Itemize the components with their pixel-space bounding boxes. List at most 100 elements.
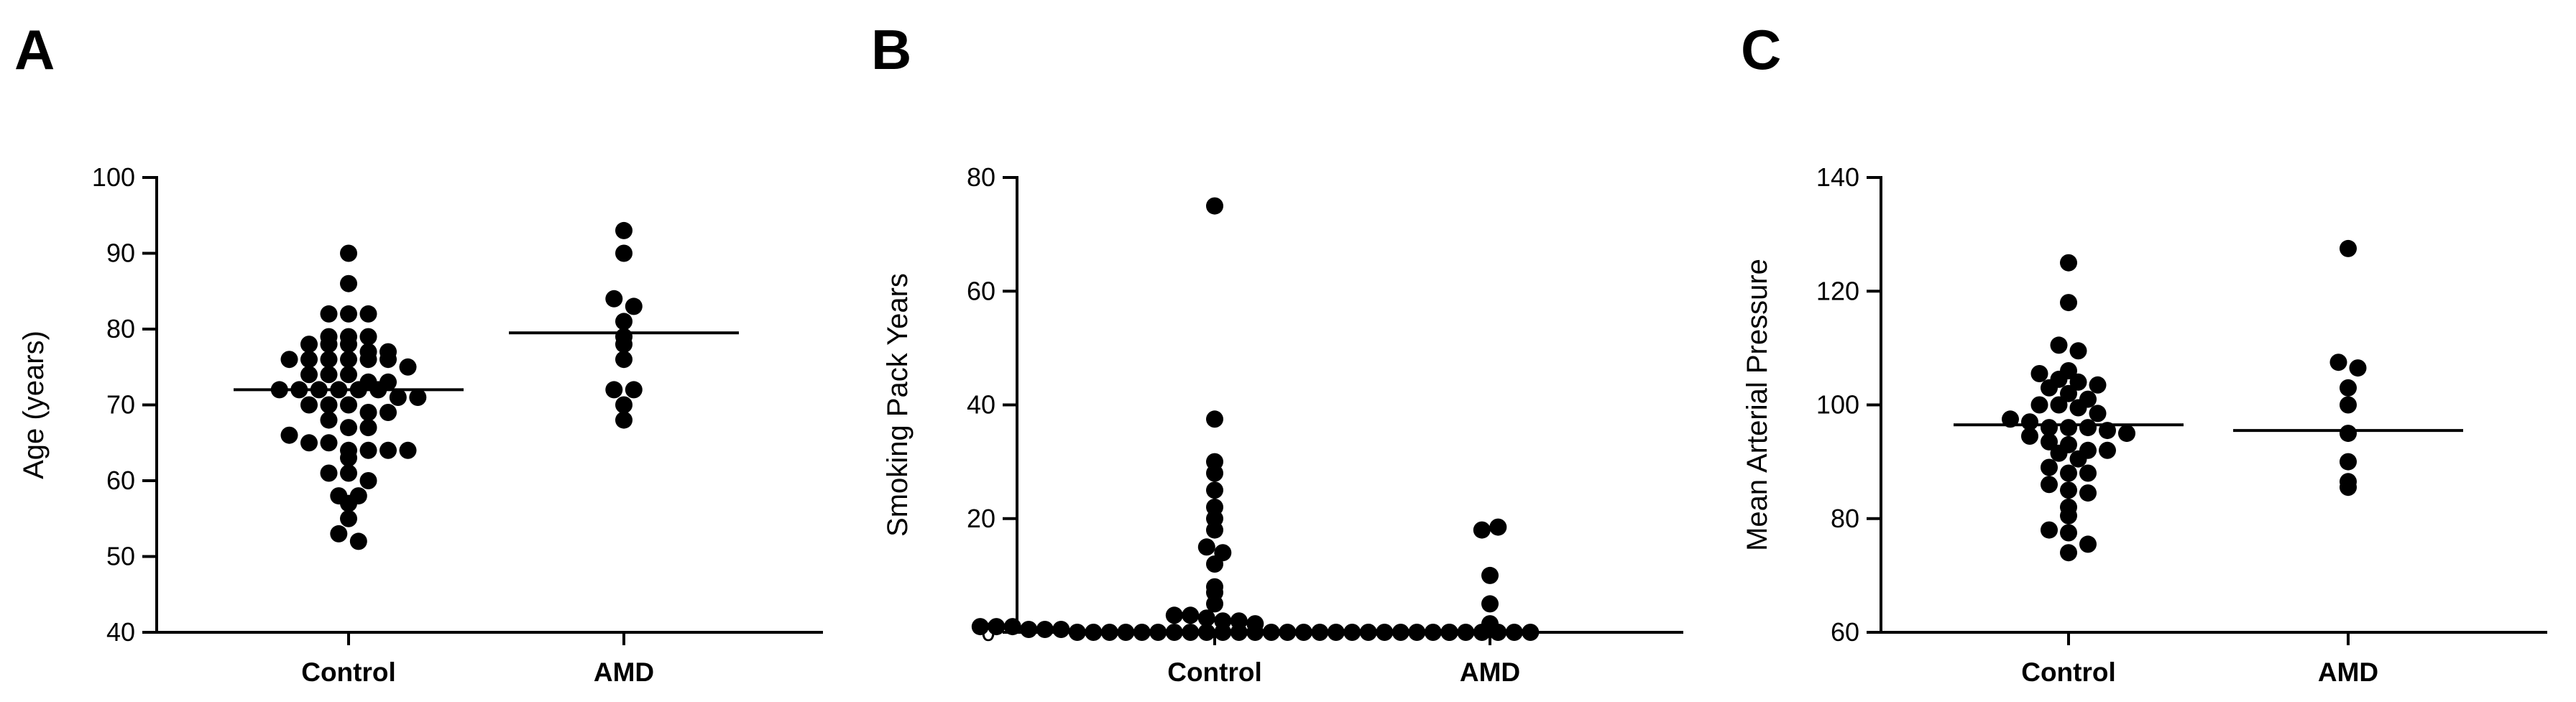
data-point bbox=[1440, 624, 1458, 641]
data-point bbox=[320, 464, 338, 482]
data-point bbox=[1068, 624, 1086, 641]
x-category-label: Control bbox=[2021, 657, 2116, 687]
data-point bbox=[2079, 464, 2097, 482]
data-point bbox=[359, 419, 377, 437]
data-point bbox=[2041, 419, 2058, 437]
data-point bbox=[359, 472, 377, 489]
data-point bbox=[1206, 464, 1223, 482]
data-point bbox=[349, 532, 367, 550]
data-point bbox=[2060, 464, 2077, 482]
y-axis-title: Mean Arterial Pressure bbox=[1742, 259, 1773, 551]
data-point bbox=[1408, 624, 1426, 641]
data-point bbox=[615, 336, 632, 354]
data-point bbox=[300, 434, 318, 452]
data-point bbox=[1473, 521, 1491, 539]
data-point bbox=[320, 411, 338, 429]
data-point bbox=[1206, 410, 1223, 428]
data-point bbox=[2050, 396, 2068, 414]
data-point bbox=[320, 396, 338, 414]
data-point bbox=[340, 305, 357, 323]
data-point bbox=[1206, 521, 1223, 539]
panel-letter: A bbox=[14, 18, 55, 81]
data-point bbox=[2050, 444, 2068, 462]
data-point bbox=[1392, 624, 1409, 641]
data-point bbox=[340, 509, 357, 527]
panel-letter: C bbox=[1741, 18, 1782, 81]
data-point bbox=[2060, 544, 2077, 562]
y-tick-label: 100 bbox=[92, 162, 135, 192]
x-category-label: AMD bbox=[1460, 657, 1520, 687]
data-point bbox=[1165, 606, 1183, 624]
data-point bbox=[2069, 373, 2087, 391]
data-point bbox=[2060, 524, 2077, 542]
data-point bbox=[2041, 458, 2058, 476]
data-point bbox=[615, 411, 632, 429]
data-point bbox=[330, 525, 348, 542]
data-point bbox=[340, 494, 357, 512]
data-point bbox=[2041, 433, 2058, 451]
data-point bbox=[2340, 379, 2357, 397]
data-point bbox=[300, 366, 318, 384]
chart-age: 40 50 60 70 80 90 100 Control AMD Age (years) bbox=[18, 162, 823, 687]
data-point bbox=[1359, 624, 1377, 641]
y-tick-label: 20 bbox=[967, 504, 995, 533]
y-tick-label: 100 bbox=[1816, 390, 1859, 420]
data-point bbox=[280, 351, 298, 369]
data-point bbox=[409, 389, 427, 406]
data-point bbox=[1197, 624, 1215, 641]
y-axis-title: Age (years) bbox=[18, 331, 50, 479]
data-point bbox=[2099, 441, 2116, 459]
y-tick-label: 60 bbox=[1831, 617, 1859, 647]
y-tick-label: 120 bbox=[1816, 276, 1859, 305]
data-point bbox=[300, 336, 318, 354]
panel-a: A 40 50 60 70 80 90 100 Control AMD Age (years) bbox=[0, 0, 848, 702]
y-tick-label: 80 bbox=[1831, 504, 1859, 533]
data-point bbox=[971, 618, 989, 636]
data-point bbox=[359, 351, 377, 369]
data-point bbox=[2340, 425, 2357, 443]
data-point bbox=[2060, 419, 2077, 437]
data-point bbox=[399, 441, 417, 459]
data-point bbox=[1481, 595, 1499, 613]
data-point bbox=[605, 381, 623, 399]
data-point bbox=[2050, 336, 2068, 354]
data-point bbox=[1206, 595, 1223, 613]
data-point bbox=[1003, 618, 1021, 636]
data-point bbox=[615, 244, 632, 262]
data-point bbox=[1149, 624, 1167, 641]
data-point bbox=[2089, 405, 2107, 422]
data-point bbox=[2340, 479, 2357, 497]
data-point bbox=[2041, 476, 2058, 494]
data-point bbox=[1279, 624, 1297, 641]
y-tick-label: 140 bbox=[1816, 162, 1859, 192]
data-point bbox=[340, 419, 357, 437]
data-point bbox=[359, 328, 377, 346]
data-point bbox=[2079, 419, 2097, 437]
y-tick-label: 60 bbox=[967, 276, 995, 305]
data-point bbox=[1206, 197, 1223, 215]
data-point bbox=[1197, 609, 1215, 627]
data-point bbox=[1020, 621, 1038, 638]
data-point bbox=[615, 351, 632, 369]
panel-b: B 0 20 40 60 80 Control AMD Smoking Pack Years bbox=[855, 0, 1703, 702]
data-point bbox=[1473, 624, 1491, 641]
data-point bbox=[320, 366, 338, 384]
data-point bbox=[380, 351, 397, 369]
data-point bbox=[340, 366, 357, 384]
data-point bbox=[340, 351, 357, 369]
data-point bbox=[2118, 425, 2135, 443]
data-point bbox=[1343, 624, 1361, 641]
y-tick-label: 50 bbox=[106, 542, 135, 571]
data-point bbox=[1489, 624, 1507, 641]
data-point bbox=[1262, 624, 1280, 641]
data-point bbox=[320, 305, 338, 323]
data-point bbox=[1327, 624, 1345, 641]
data-point bbox=[1376, 624, 1394, 641]
y-axis-title: Smoking Pack Years bbox=[882, 273, 914, 537]
data-point bbox=[1294, 624, 1312, 641]
data-point bbox=[1133, 624, 1151, 641]
data-point bbox=[340, 336, 357, 354]
data-point bbox=[1197, 538, 1215, 556]
data-point bbox=[340, 449, 357, 467]
